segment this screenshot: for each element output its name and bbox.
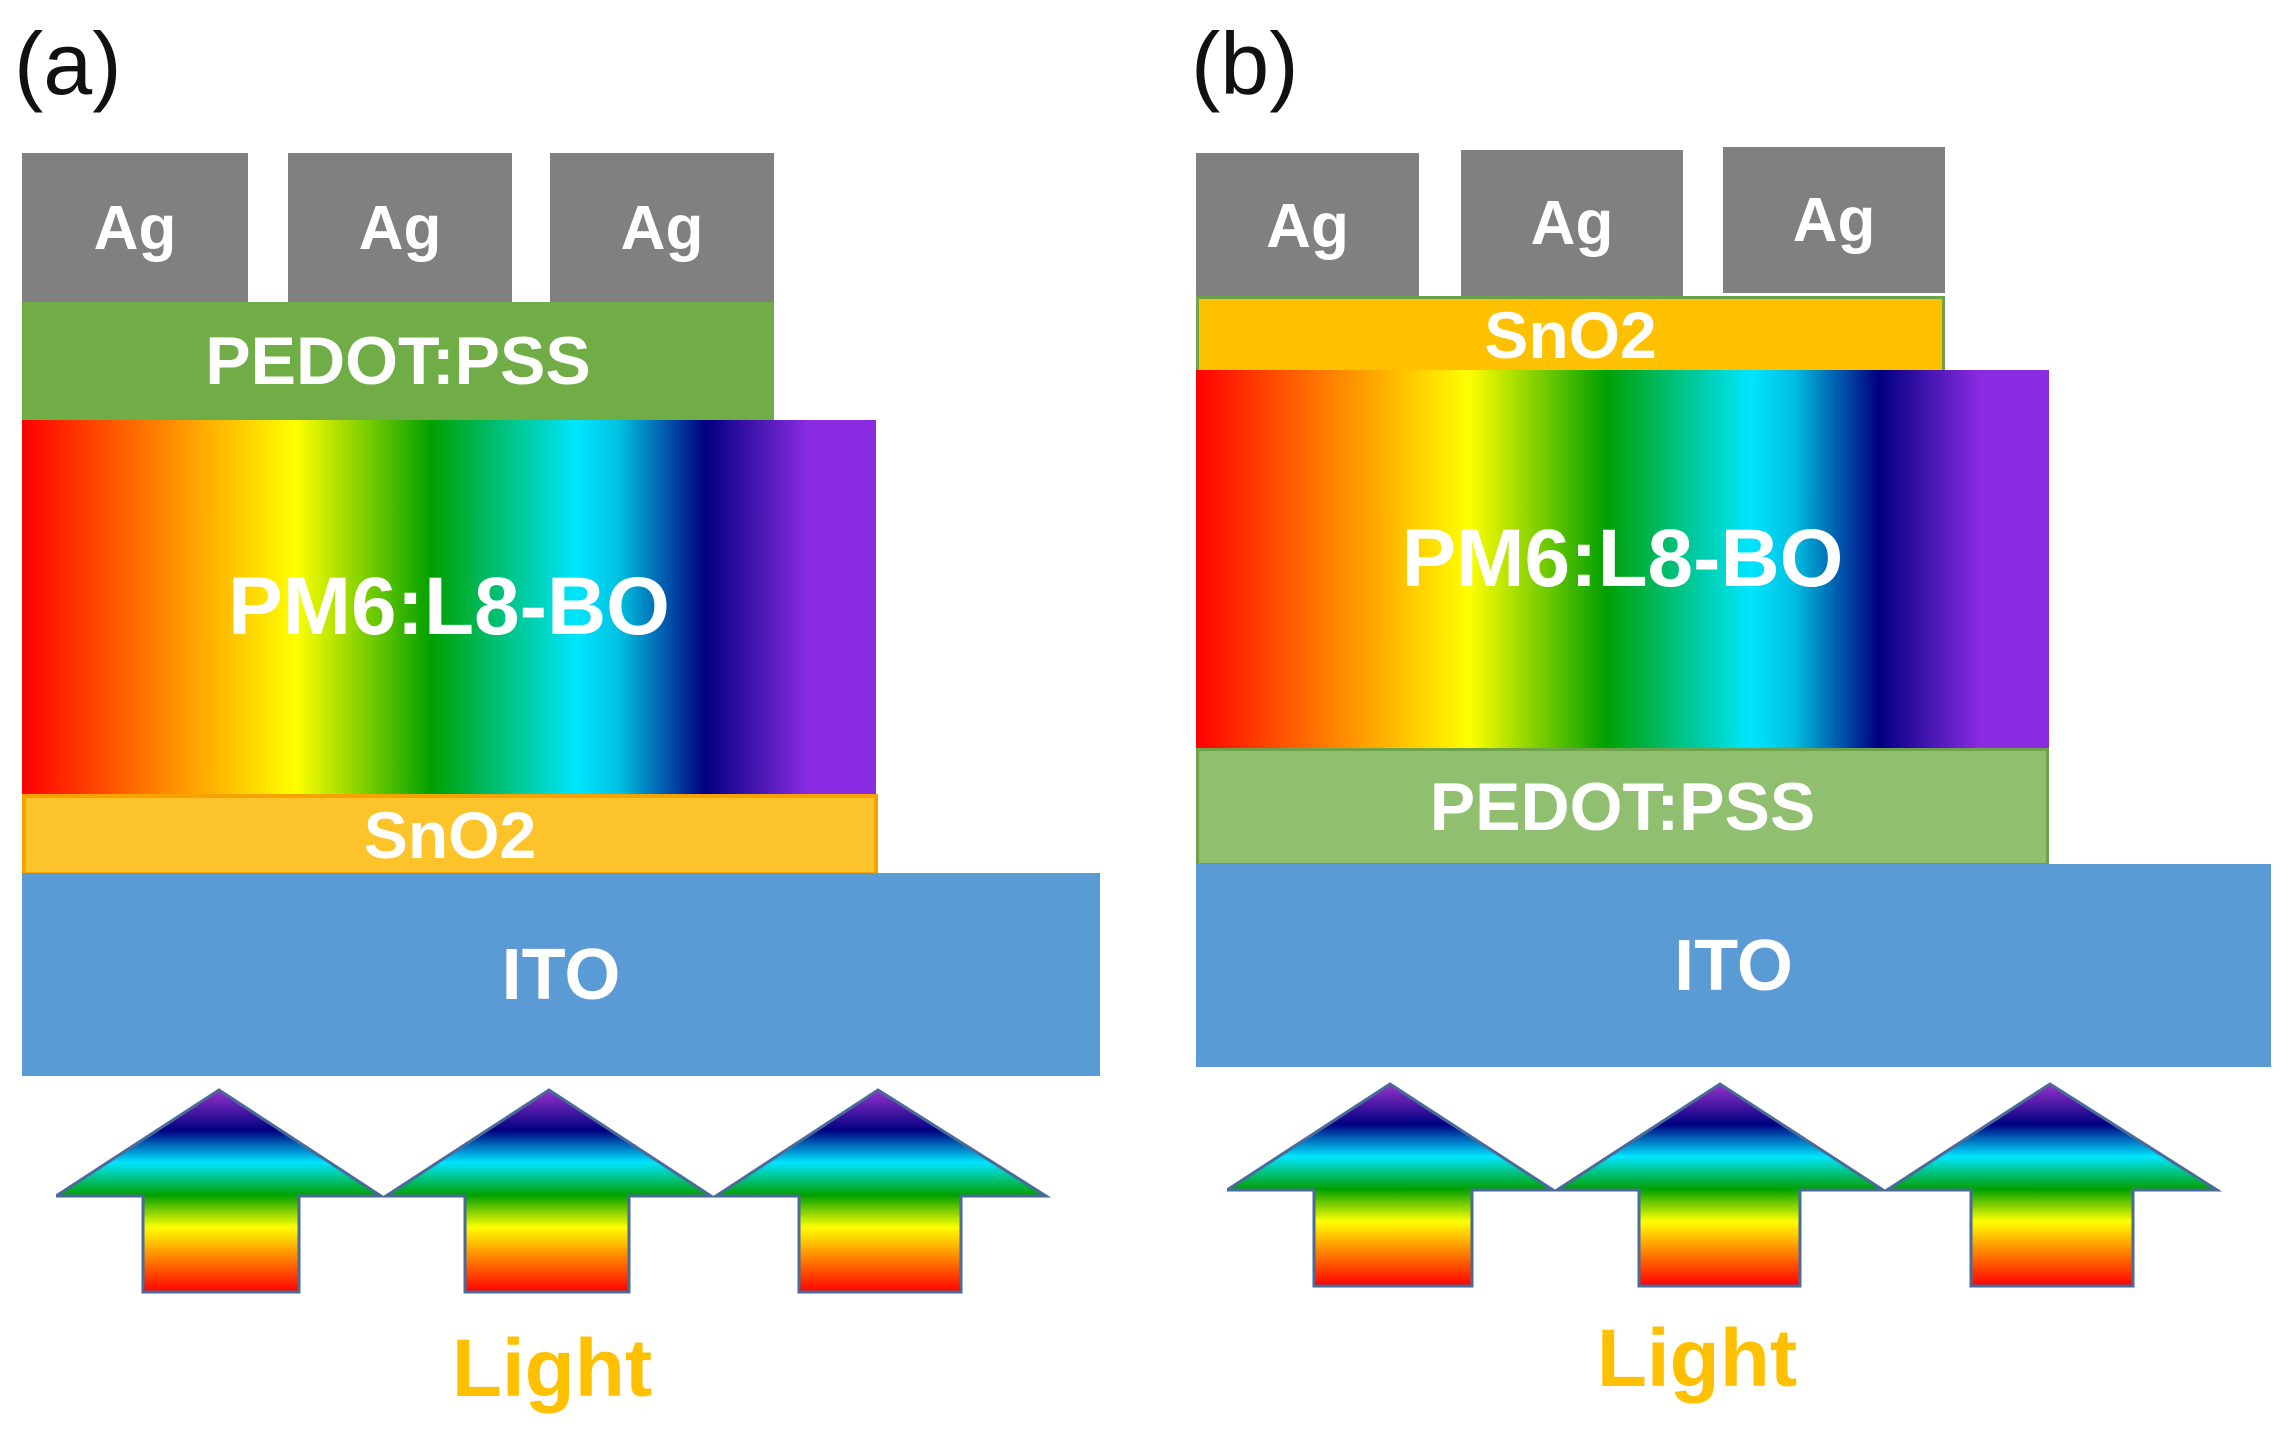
panel-b: (b) Ag Ag Ag SnO2 PM6:L8-BO PEDOT:PSS IT… — [1175, 0, 2291, 1441]
panel-label-b: (b) — [1191, 14, 1299, 113]
ag-electrode-2: Ag — [1461, 150, 1683, 296]
panel-a: (a) Ag Ag Ag PEDOT:PSS PM6:L8-BO SnO2 IT… — [0, 0, 1145, 1441]
ito-label: ITO — [1674, 925, 1793, 1006]
light-label: Light — [451, 1323, 653, 1414]
active-layer: PM6:L8-BO — [22, 420, 876, 794]
panel-label-a: (a) — [14, 14, 122, 113]
active-layer-label: PM6:L8-BO — [1401, 513, 1844, 604]
ag-label: Ag — [620, 193, 704, 263]
active-layer: PM6:L8-BO — [1196, 370, 2049, 748]
light-arrow-icon — [710, 1088, 1052, 1294]
light-label: Light — [1596, 1313, 1798, 1404]
ag-label: Ag — [93, 193, 177, 263]
light-arrow-icon — [1551, 1082, 1889, 1288]
pedot-pss-label: PEDOT:PSS — [205, 323, 591, 399]
active-layer-label: PM6:L8-BO — [228, 561, 670, 652]
ag-label: Ag — [1792, 185, 1876, 255]
ito-layer: ITO — [22, 873, 1100, 1076]
pedot-pss-layer: PEDOT:PSS — [1196, 748, 2049, 866]
ag-label: Ag — [1266, 191, 1349, 261]
ag-electrode-1: Ag — [22, 153, 248, 303]
ag-electrode-3: Ag — [550, 153, 774, 303]
light-arrow-icon — [380, 1088, 717, 1294]
ito-layer: ITO — [1196, 864, 2271, 1067]
sno2-layer: SnO2 — [22, 794, 878, 876]
ag-electrode-2: Ag — [288, 153, 512, 303]
light-arrow-icon — [56, 1088, 387, 1294]
sno2-label: SnO2 — [363, 798, 537, 872]
pedot-pss-layer: PEDOT:PSS — [22, 302, 774, 420]
ag-electrode-1: Ag — [1196, 153, 1419, 299]
light-arrow-icon — [1227, 1082, 1559, 1288]
pedot-pss-label: PEDOT:PSS — [1429, 769, 1816, 845]
light-arrow-icon — [1881, 1082, 2223, 1288]
ag-electrode-3: Ag — [1723, 147, 1945, 293]
ito-label: ITO — [501, 934, 621, 1015]
sno2-layer: SnO2 — [1196, 296, 1945, 374]
ag-label: Ag — [358, 193, 442, 263]
light-arrows — [1227, 1082, 2223, 1288]
ag-label: Ag — [1530, 188, 1614, 258]
light-arrows — [56, 1088, 1052, 1294]
sno2-label: SnO2 — [1484, 298, 1657, 372]
